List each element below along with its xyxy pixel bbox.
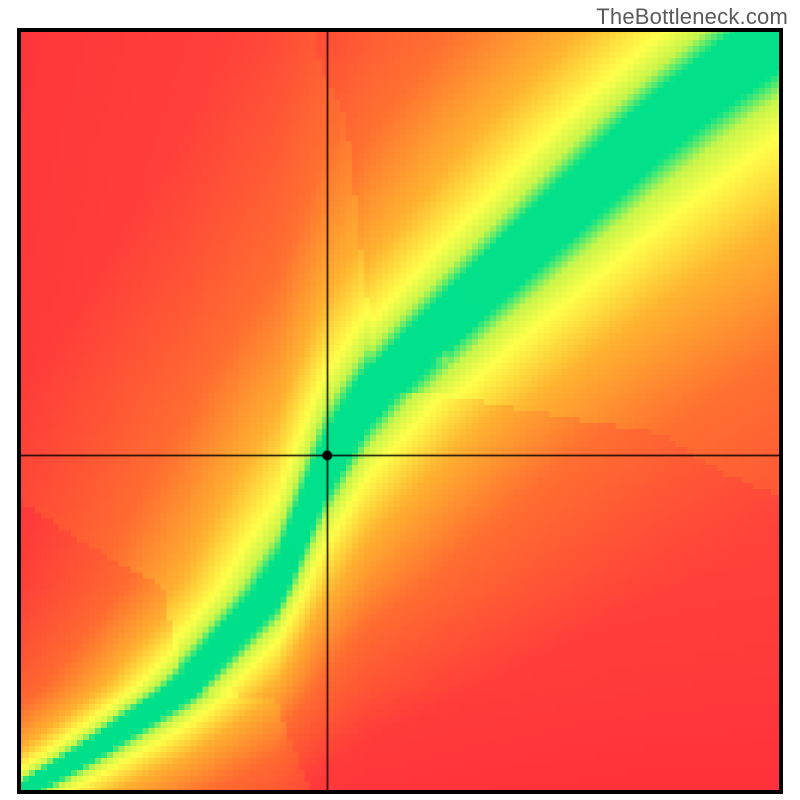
heatmap-plot [17,28,783,794]
chart-container: TheBottleneck.com [0,0,800,800]
watermark-text: TheBottleneck.com [596,4,788,30]
crosshair-overlay [17,28,783,794]
